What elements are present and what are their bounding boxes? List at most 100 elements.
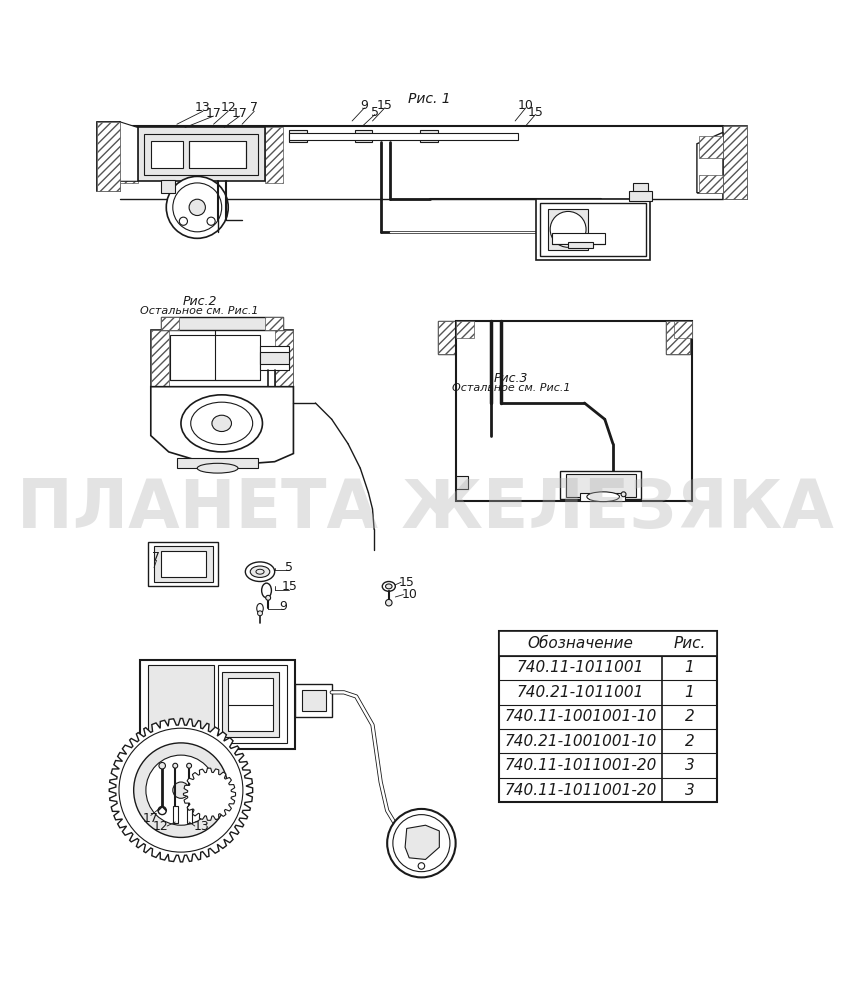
Bar xyxy=(173,806,178,823)
Bar xyxy=(499,631,717,656)
Bar xyxy=(455,476,468,489)
Bar xyxy=(548,209,589,250)
Text: 7: 7 xyxy=(152,551,161,564)
Bar xyxy=(723,126,747,199)
Bar xyxy=(567,474,636,497)
Bar xyxy=(420,130,437,142)
Bar xyxy=(97,122,120,191)
Ellipse shape xyxy=(258,611,262,616)
Bar xyxy=(355,130,373,142)
Bar xyxy=(120,127,138,183)
Ellipse shape xyxy=(551,211,586,247)
Bar xyxy=(186,806,191,823)
Ellipse shape xyxy=(146,755,216,825)
Bar xyxy=(540,203,646,256)
Bar xyxy=(276,330,294,387)
Ellipse shape xyxy=(173,782,189,798)
Bar xyxy=(666,321,690,354)
Ellipse shape xyxy=(386,584,392,589)
Bar xyxy=(265,317,283,330)
Bar xyxy=(148,542,218,586)
Ellipse shape xyxy=(257,604,263,613)
Ellipse shape xyxy=(204,789,214,799)
Bar xyxy=(455,321,473,338)
Bar xyxy=(189,141,246,168)
Bar xyxy=(499,631,717,802)
Text: 740.11-1011001: 740.11-1011001 xyxy=(517,660,644,675)
Bar xyxy=(674,321,692,338)
Bar xyxy=(295,684,332,717)
Text: 10: 10 xyxy=(517,99,534,112)
Polygon shape xyxy=(535,199,649,260)
Text: 1: 1 xyxy=(685,685,694,700)
Bar xyxy=(151,330,168,387)
Ellipse shape xyxy=(189,199,205,216)
Text: 12: 12 xyxy=(220,101,236,114)
Text: 740.21-1001001-10: 740.21-1001001-10 xyxy=(504,734,656,749)
Text: Рис.3: Рис.3 xyxy=(494,372,528,385)
Bar xyxy=(551,233,605,244)
Bar xyxy=(289,133,517,140)
Ellipse shape xyxy=(587,492,620,502)
Text: 17: 17 xyxy=(231,107,248,120)
Bar xyxy=(560,471,642,499)
Text: ПЛАНЕТА ЖЕЛЕЗЯКА: ПЛАНЕТА ЖЕЛЕЗЯКА xyxy=(17,476,834,542)
Ellipse shape xyxy=(250,566,270,577)
Text: 17: 17 xyxy=(143,812,159,825)
Polygon shape xyxy=(405,825,439,859)
Polygon shape xyxy=(666,321,690,354)
Bar xyxy=(97,122,120,191)
Polygon shape xyxy=(184,768,236,820)
Bar xyxy=(629,191,652,201)
Text: 740.11-1001001-10: 740.11-1001001-10 xyxy=(504,709,656,724)
Text: 2: 2 xyxy=(685,734,694,749)
Bar xyxy=(699,136,723,158)
Bar xyxy=(228,678,273,731)
Ellipse shape xyxy=(159,762,165,769)
Bar xyxy=(265,127,283,183)
Text: 17: 17 xyxy=(206,107,221,120)
Bar xyxy=(666,321,690,354)
Ellipse shape xyxy=(261,583,271,598)
Bar xyxy=(568,242,592,248)
Bar xyxy=(170,335,260,380)
Ellipse shape xyxy=(166,176,228,238)
Bar xyxy=(222,672,279,737)
Text: 13: 13 xyxy=(195,101,211,114)
Bar xyxy=(699,175,723,193)
Bar xyxy=(697,144,723,193)
Text: Остальное см. Рис.1: Остальное см. Рис.1 xyxy=(140,306,259,316)
Text: Остальное см. Рис.1: Остальное см. Рис.1 xyxy=(452,383,570,393)
Ellipse shape xyxy=(181,395,262,452)
Bar xyxy=(151,330,294,387)
Bar xyxy=(580,493,625,501)
Text: Рис. 1: Рис. 1 xyxy=(408,92,451,106)
Polygon shape xyxy=(437,321,455,354)
Text: 13: 13 xyxy=(193,820,209,833)
Bar xyxy=(154,546,213,582)
Bar xyxy=(161,551,206,577)
Text: 2: 2 xyxy=(685,709,694,724)
Bar xyxy=(161,317,179,330)
Ellipse shape xyxy=(212,415,231,432)
Polygon shape xyxy=(97,122,138,191)
Bar xyxy=(145,134,259,175)
Text: 9: 9 xyxy=(279,600,287,613)
Bar xyxy=(437,321,455,354)
Ellipse shape xyxy=(621,492,626,497)
Text: 740.21-1011001: 740.21-1011001 xyxy=(517,685,644,700)
Ellipse shape xyxy=(173,763,178,768)
Ellipse shape xyxy=(134,743,228,837)
Ellipse shape xyxy=(245,562,275,581)
Polygon shape xyxy=(138,127,265,181)
Text: 15: 15 xyxy=(399,576,414,589)
Text: 1: 1 xyxy=(685,660,694,675)
Bar xyxy=(161,180,175,193)
Bar xyxy=(218,665,287,743)
Bar xyxy=(148,665,214,743)
Polygon shape xyxy=(697,132,723,193)
Ellipse shape xyxy=(387,809,455,877)
Bar xyxy=(140,660,295,749)
Ellipse shape xyxy=(119,728,243,852)
Ellipse shape xyxy=(191,776,227,812)
